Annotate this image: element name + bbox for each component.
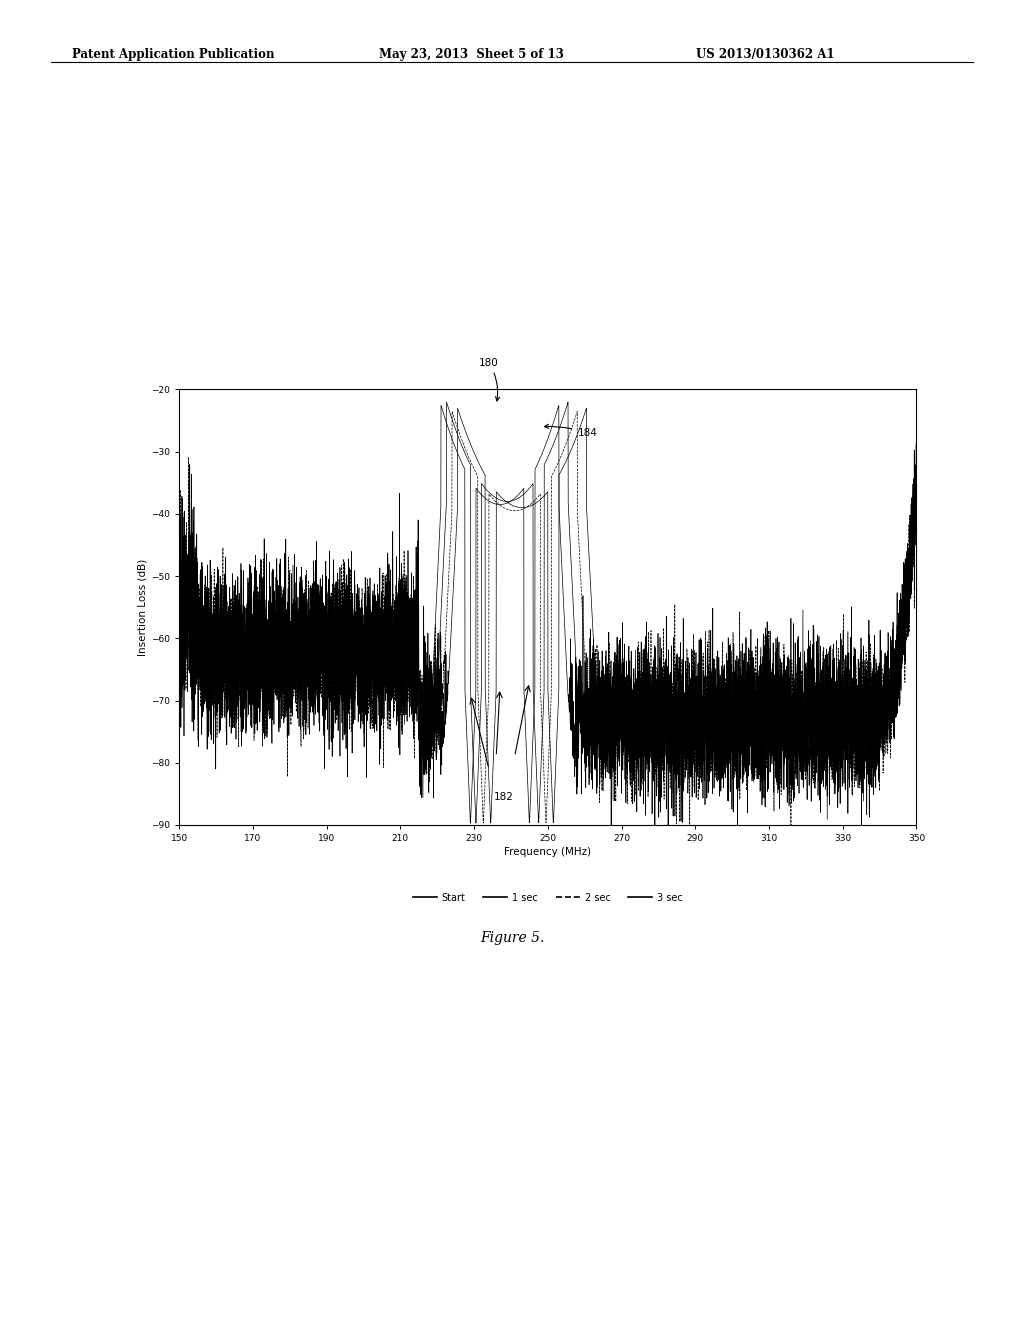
Text: 182: 182 (494, 792, 514, 803)
Text: 184: 184 (545, 424, 597, 438)
Y-axis label: Insertion Loss (dB): Insertion Loss (dB) (137, 558, 147, 656)
Text: Figure 5.: Figure 5. (480, 931, 544, 945)
Text: 180: 180 (479, 358, 500, 401)
X-axis label: Frequency (MHz): Frequency (MHz) (504, 847, 592, 857)
Text: Patent Application Publication: Patent Application Publication (72, 48, 274, 61)
Text: May 23, 2013  Sheet 5 of 13: May 23, 2013 Sheet 5 of 13 (379, 48, 564, 61)
Text: US 2013/0130362 A1: US 2013/0130362 A1 (696, 48, 835, 61)
Legend: Start, 1 sec, 2 sec, 3 sec: Start, 1 sec, 2 sec, 3 sec (409, 888, 687, 907)
